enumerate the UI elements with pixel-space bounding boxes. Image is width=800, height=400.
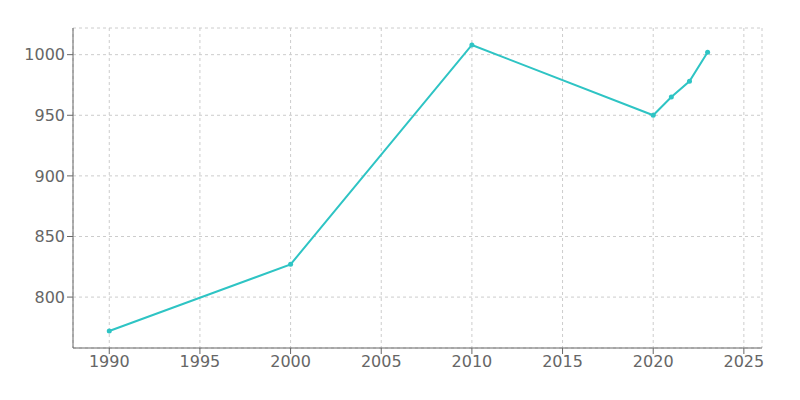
svg-text:1000: 1000 [24, 45, 65, 64]
svg-text:2015: 2015 [542, 352, 583, 371]
svg-text:2010: 2010 [452, 352, 493, 371]
svg-text:2025: 2025 [724, 352, 765, 371]
svg-text:1990: 1990 [89, 352, 130, 371]
svg-text:1995: 1995 [180, 352, 221, 371]
svg-text:800: 800 [34, 288, 65, 307]
svg-text:2020: 2020 [633, 352, 674, 371]
svg-text:2005: 2005 [361, 352, 402, 371]
svg-text:950: 950 [34, 106, 65, 125]
svg-text:2000: 2000 [270, 352, 311, 371]
svg-text:900: 900 [34, 167, 65, 186]
svg-text:850: 850 [34, 227, 65, 246]
